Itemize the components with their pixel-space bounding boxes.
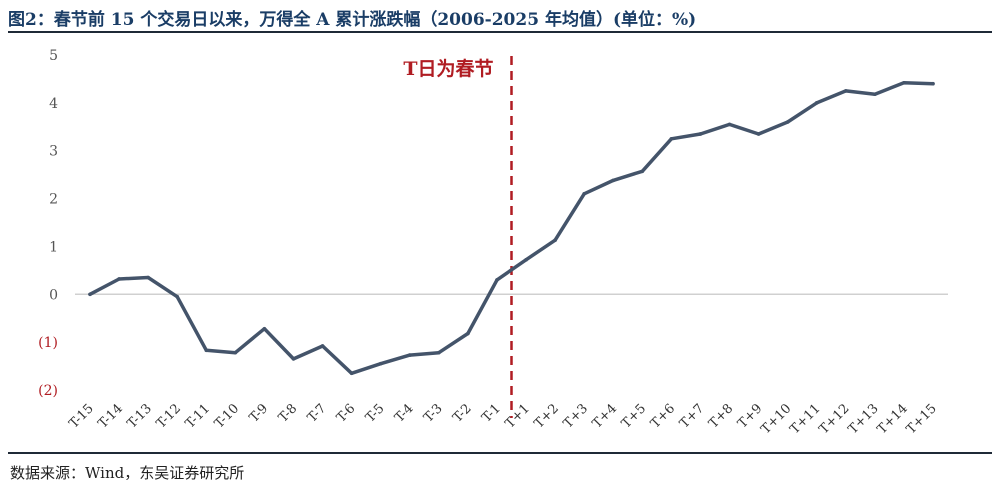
y-tick-label: 5 bbox=[49, 48, 58, 64]
x-tick-label: T+14 bbox=[875, 401, 911, 437]
x-tick-label: T-12 bbox=[154, 401, 184, 431]
data-point bbox=[814, 101, 819, 105]
data-point bbox=[582, 191, 586, 196]
x-tick-label: T-5 bbox=[363, 401, 388, 426]
data-point bbox=[698, 132, 703, 136]
x-tick-label: T+12 bbox=[816, 401, 852, 437]
data-point bbox=[931, 81, 935, 86]
source-rule bbox=[8, 452, 992, 454]
data-point bbox=[727, 122, 732, 127]
x-tick-label: T-8 bbox=[276, 401, 301, 426]
x-tick-label: T-15 bbox=[66, 401, 96, 431]
x-tick-label: T+3 bbox=[561, 401, 591, 431]
x-tick-label: T-7 bbox=[305, 401, 330, 426]
x-tick-label: T-14 bbox=[96, 401, 126, 431]
x-tick-label: T-6 bbox=[334, 401, 359, 426]
data-point bbox=[611, 178, 616, 183]
title-rule bbox=[8, 31, 992, 33]
data-point bbox=[495, 278, 499, 282]
data-point bbox=[291, 357, 296, 361]
x-tick-label: T-2 bbox=[450, 401, 475, 426]
x-tick-label: T+10 bbox=[758, 401, 794, 437]
source-note: 数据来源：Wind，东吴证券研究所 bbox=[10, 464, 245, 482]
y-tick-label: (2) bbox=[38, 383, 58, 399]
data-point bbox=[407, 353, 412, 357]
x-tick-label: T+8 bbox=[706, 401, 736, 431]
x-tick-label: T+4 bbox=[590, 401, 620, 431]
x-tick-label: T+1 bbox=[503, 401, 533, 431]
series-line bbox=[88, 81, 935, 376]
x-tick-label: T+5 bbox=[619, 401, 649, 431]
data-point bbox=[524, 258, 528, 262]
x-tick-label: T-1 bbox=[479, 401, 504, 426]
x-tick-label: T-10 bbox=[212, 401, 242, 431]
data-point bbox=[204, 348, 209, 353]
x-tick-label: T+2 bbox=[532, 401, 562, 431]
data-point bbox=[640, 169, 645, 174]
x-axis: T-15T-14T-13T-12T-11T-10 T-9 T-8 T-7 T-6 T-5 T… bbox=[66, 401, 939, 437]
y-tick-label: 4 bbox=[49, 96, 58, 112]
x-tick-label: T-3 bbox=[421, 401, 446, 426]
x-tick-label: T-9 bbox=[247, 401, 272, 426]
data-point bbox=[466, 331, 470, 336]
data-point bbox=[756, 132, 761, 136]
y-tick-label: 0 bbox=[49, 287, 58, 303]
x-tick-label: T+7 bbox=[677, 401, 707, 431]
data-point bbox=[146, 275, 150, 280]
data-point bbox=[88, 292, 92, 297]
data-point bbox=[262, 326, 267, 331]
data-point bbox=[175, 294, 180, 299]
figure-title: 图2：春节前 15 个交易日以来，万得全 A 累计涨跌幅（2006-2025 年… bbox=[8, 10, 697, 30]
x-tick-label: T-13 bbox=[125, 401, 155, 431]
data-point bbox=[378, 361, 383, 366]
series-points bbox=[88, 80, 935, 376]
x-tick-label: T+6 bbox=[648, 401, 678, 431]
y-tick-label: (1) bbox=[38, 335, 58, 351]
data-point bbox=[320, 344, 325, 348]
x-tick-label: T+13 bbox=[846, 401, 882, 437]
x-tick-label: T+15 bbox=[904, 401, 940, 437]
data-point bbox=[785, 120, 790, 124]
y-tick-label: 2 bbox=[49, 192, 58, 208]
y-tick-label: 1 bbox=[49, 239, 58, 255]
data-point bbox=[902, 80, 906, 85]
data-point bbox=[117, 277, 121, 281]
data-point bbox=[873, 92, 877, 97]
x-tick-label: T-11 bbox=[183, 401, 213, 431]
data-point bbox=[437, 350, 441, 355]
data-point bbox=[233, 350, 238, 355]
x-tick-label: T-4 bbox=[392, 401, 417, 426]
data-point bbox=[349, 371, 354, 376]
y-tick-label: 3 bbox=[49, 144, 58, 160]
data-point bbox=[843, 89, 848, 93]
x-tick-label: T+11 bbox=[787, 401, 823, 437]
data-point bbox=[553, 238, 557, 243]
y-axis: 5 4 3 2 1 0 (1) (2) bbox=[38, 48, 58, 399]
data-point bbox=[669, 136, 674, 141]
spring-festival-annotation: T日为春节 bbox=[403, 57, 493, 80]
